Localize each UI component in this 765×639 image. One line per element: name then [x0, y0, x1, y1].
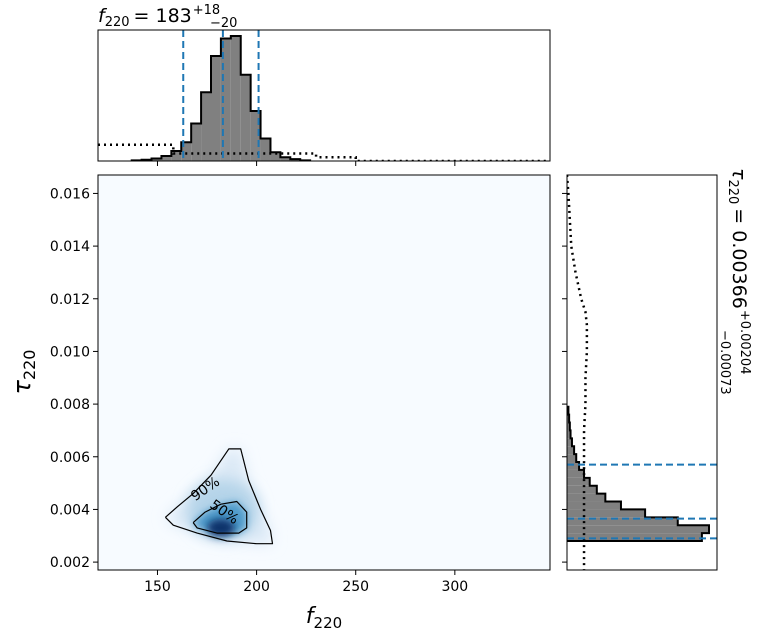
- top-prior-line: [98, 143, 550, 161]
- right-hist-bar: [567, 438, 572, 447]
- density-heatmap: [165, 448, 273, 544]
- right-title-lower: −0.00073: [717, 330, 732, 395]
- top-hist-bar: [211, 56, 221, 161]
- top-hist-bar: [270, 152, 281, 161]
- right-title: τ220= 0.00366+0.00204: [725, 168, 752, 374]
- contour-lines: [164, 448, 274, 545]
- right-hist-bar: [567, 430, 571, 439]
- top-hist-outline: [130, 35, 312, 161]
- top-hist-bar: [280, 157, 291, 161]
- y-tick-label: 0.010: [50, 344, 90, 360]
- top-title-lower: −20: [210, 16, 237, 31]
- top-hist-bar: [230, 36, 241, 161]
- right-hist-bar: [567, 477, 590, 486]
- right-hist-bar: [567, 533, 702, 542]
- y-tick-label: 0.002: [50, 555, 90, 571]
- main-frame: [97, 174, 551, 571]
- main-panel: 90% 50% 150 200 250 300 0.0020.0040.0060.00…: [8, 174, 551, 632]
- top-hist-bar: [240, 74, 251, 161]
- top-hist-bar: [171, 151, 182, 161]
- x-tick-label: 250: [342, 579, 369, 595]
- y-tick-label: 0.012: [50, 292, 90, 308]
- right-hist-bar: [567, 485, 597, 494]
- main-x-ticks: 150 200 250 300: [144, 570, 468, 595]
- right-hist-bar: [567, 446, 575, 455]
- top-marginal-panel: f220 = 183+18 −20: [97, 3, 551, 166]
- contour-50: [192, 500, 248, 534]
- right-hist-bar: [567, 525, 709, 534]
- density-background: [98, 175, 550, 570]
- x-axis-label: f220: [306, 604, 342, 632]
- y-axis-label: τ220: [8, 350, 39, 395]
- top-frame: [97, 29, 551, 162]
- top-x-ticks: [156, 161, 456, 166]
- top-hist-bar: [220, 38, 231, 161]
- right-frame: [566, 174, 718, 571]
- top-hist-bar: [151, 158, 162, 161]
- right-hist-bar: [567, 414, 570, 423]
- main-y-ticks: 0.002 0.004 0.006 0.008 0.010 0.012 0.014 0.016: [50, 186, 98, 571]
- top-hist-bar: [260, 138, 271, 161]
- y-tick-label: 0.004: [50, 502, 90, 518]
- right-hist-bar: [567, 454, 577, 463]
- top-hist-bar: [250, 111, 261, 161]
- y-tick-label: 0.016: [50, 186, 90, 202]
- right-marginal-panel: τ220= 0.00366+0.00204 −0.00073: [562, 168, 752, 571]
- top-hist-bar: [191, 123, 202, 161]
- x-tick-label: 300: [441, 579, 468, 595]
- right-hist-bar: [567, 422, 570, 431]
- right-y-ticks: [562, 192, 567, 563]
- top-hist-bar: [181, 142, 192, 161]
- right-prior-line: [567, 175, 589, 570]
- contour-90: [164, 448, 274, 545]
- x-tick-label: 200: [243, 579, 270, 595]
- top-hist-bar: [201, 92, 211, 161]
- right-hist-bar: [567, 517, 678, 526]
- top-hist-bar: [161, 156, 172, 161]
- right-hist-bar: [567, 509, 646, 518]
- right-hist-bar: [567, 493, 606, 502]
- y-tick-label: 0.014: [50, 239, 90, 255]
- right-hist-bar: [567, 462, 580, 470]
- right-hist-bar: [567, 501, 621, 510]
- y-tick-label: 0.008: [50, 397, 90, 413]
- right-hist-bar: [567, 469, 585, 478]
- top-title: f220 = 183+18: [98, 3, 220, 30]
- y-tick-label: 0.006: [50, 450, 90, 466]
- x-tick-label: 150: [144, 579, 171, 595]
